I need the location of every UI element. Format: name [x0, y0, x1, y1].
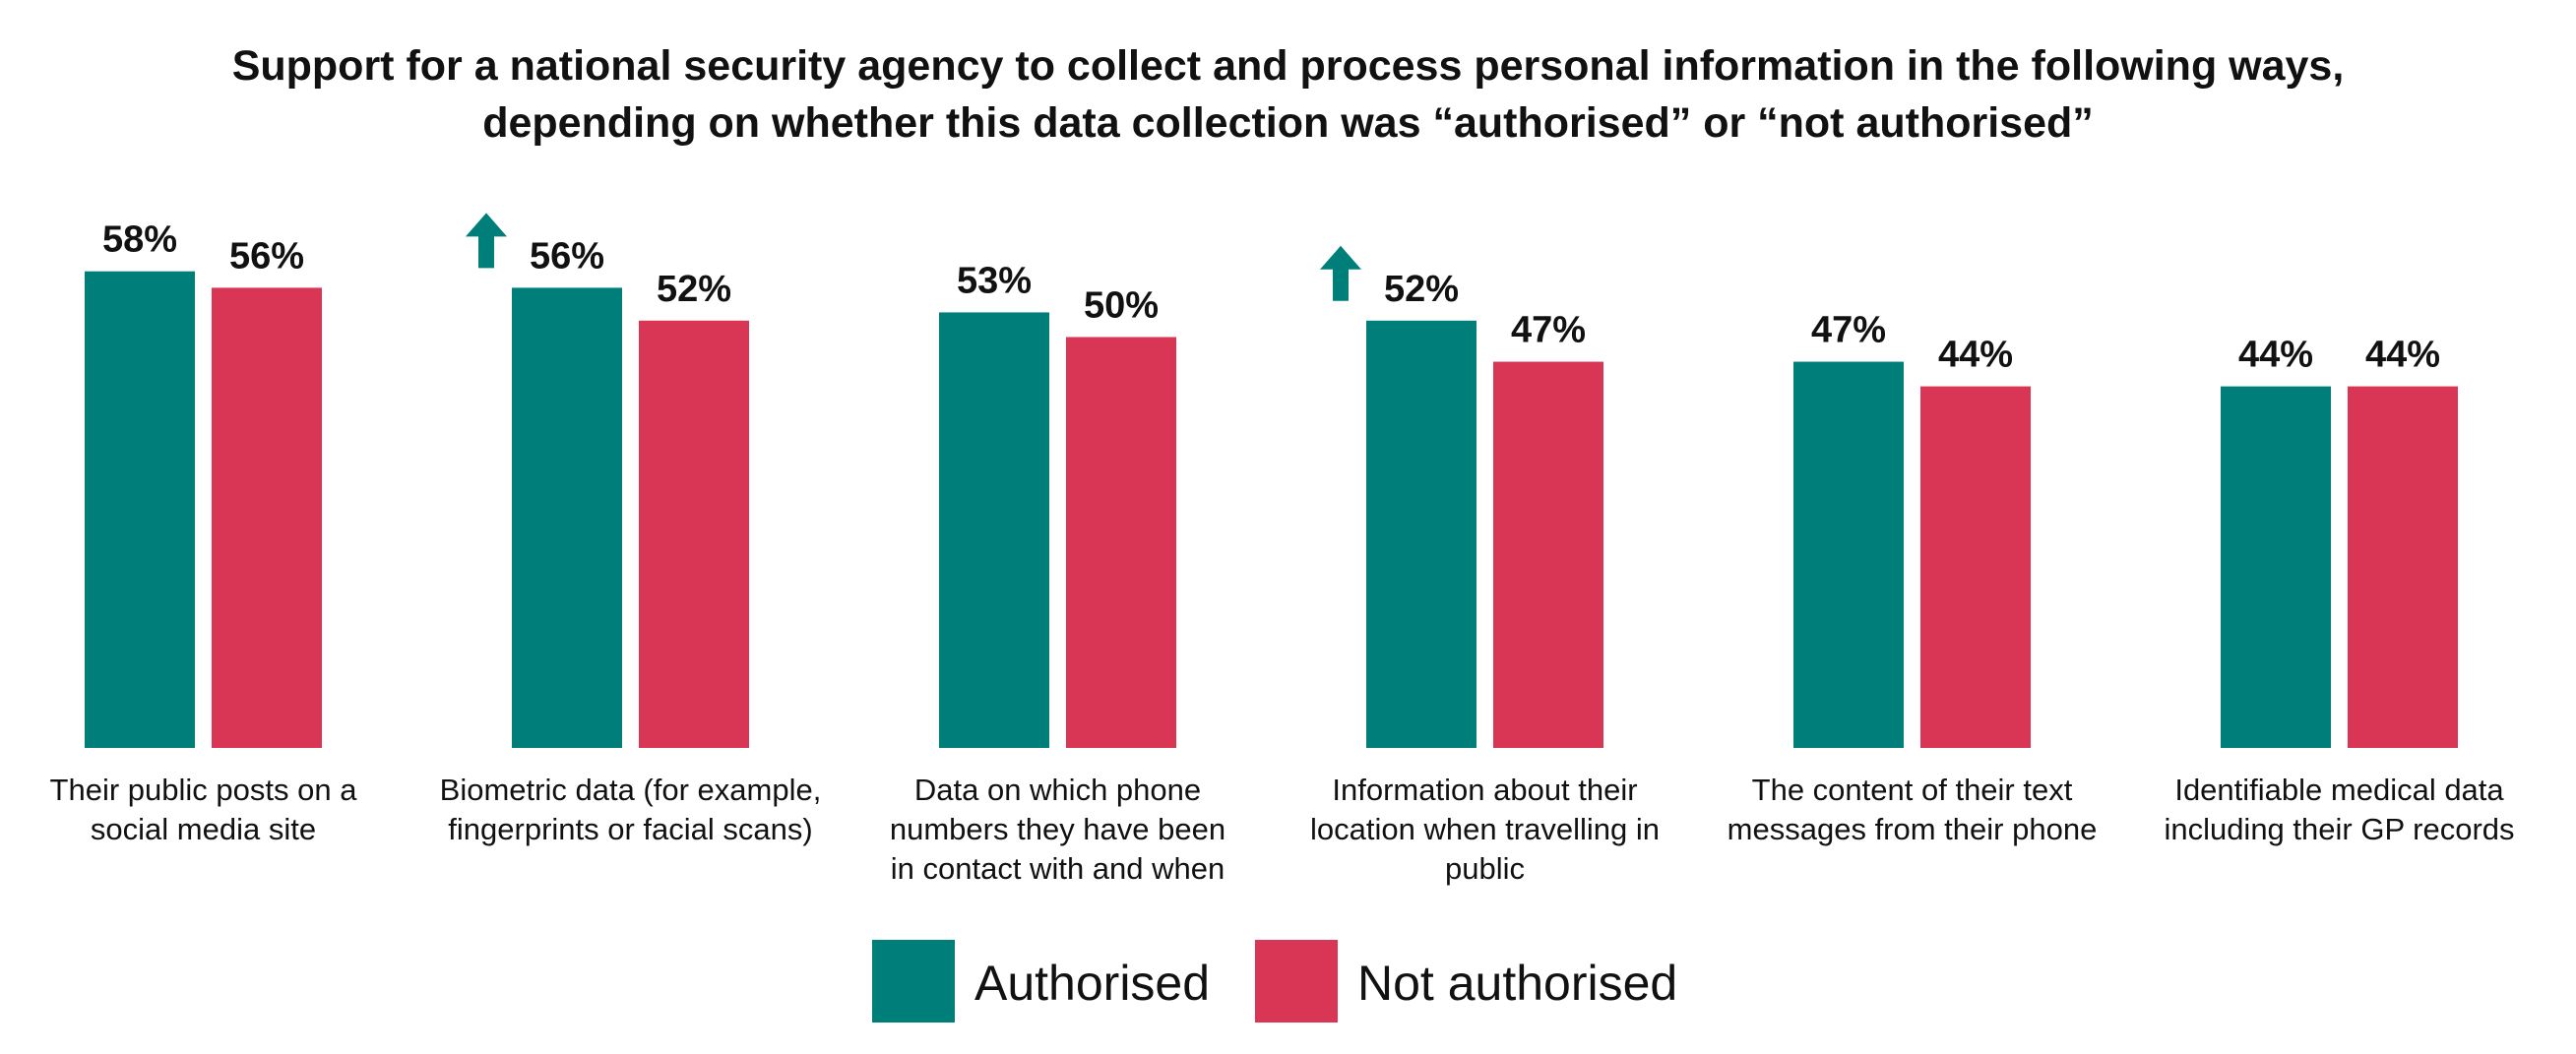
bar-authorised [1366, 320, 1476, 748]
bar-authorised [2221, 386, 2331, 748]
legend-label-not-authorised: Not authorised [1357, 956, 1678, 1011]
category-label-line: in contact with and when [890, 851, 1225, 886]
bar-authorised [1793, 361, 1904, 748]
category-label-line: The content of their text [1751, 773, 2073, 807]
category-label: Information about their location when tra… [1284, 771, 1687, 889]
data-label-authorised: 56% [530, 235, 604, 277]
chart-title-line-2: depending on whether this data collectio… [482, 99, 2094, 147]
legend-swatch-not-authorised [1255, 940, 1338, 1023]
increase-arrow-icon [1320, 245, 1361, 301]
category-label-line: numbers they have been [889, 812, 1226, 846]
bar-authorised [939, 312, 1049, 748]
bar-authorised [512, 287, 622, 748]
category-label-line: Data on which phone [913, 773, 1202, 807]
bar-authorised [85, 271, 195, 748]
chart-title-line-1: Support for a national security agency t… [231, 42, 2345, 90]
bar-group: 47% 44% [1793, 310, 2031, 748]
category-label: Their public posts on a social media site [2, 771, 406, 849]
data-label-not-authorised: 44% [2365, 335, 2440, 376]
bar-group: 44% 44% [2221, 335, 2458, 748]
legend-label-authorised: Authorised [974, 956, 1211, 1011]
category-label-line: fingerprints or facial scans) [448, 812, 813, 846]
category-label-line: location when travelling in [1310, 812, 1660, 846]
data-label-authorised: 58% [102, 219, 177, 261]
bar-group: 52% 47% [1320, 245, 1603, 748]
bar-group: 56% 52% [466, 213, 749, 748]
category-label: Biometric data (for example, fingerprints… [429, 771, 833, 849]
data-label-authorised: 52% [1384, 269, 1459, 310]
bar-not-authorised [639, 320, 749, 748]
category-label: Identifiable medical data including their… [2138, 771, 2542, 849]
legend-swatch-authorised [872, 940, 955, 1023]
bar-not-authorised [1493, 361, 1603, 748]
legend: Authorised Not authorised [0, 940, 2576, 1024]
bar-not-authorised [1920, 386, 2031, 748]
category-label-line: Identifiable medical data [2174, 773, 2504, 807]
category-label-line: social media site [90, 812, 317, 846]
category-label-line: Biometric data (for example, [439, 773, 822, 807]
bar-not-authorised [212, 287, 322, 748]
data-label-authorised: 53% [957, 260, 1032, 301]
category-label-line: public [1445, 851, 1525, 886]
category-label-line: messages from their phone [1727, 812, 2098, 846]
data-label-not-authorised: 44% [1938, 335, 2013, 376]
bar-group: 53% 50% [939, 260, 1176, 748]
bar-not-authorised [2348, 386, 2458, 748]
data-label-authorised: 44% [2238, 335, 2313, 376]
category-label: The content of their text messages from t… [1711, 771, 2114, 849]
data-label-not-authorised: 47% [1511, 310, 1586, 351]
data-label-not-authorised: 56% [229, 235, 304, 277]
increase-arrow-icon [466, 213, 507, 269]
bar-not-authorised [1066, 337, 1176, 748]
chart-title: Support for a national security agency t… [0, 37, 2576, 152]
category-label-line: including their GP records [2164, 812, 2515, 846]
category-label-line: Their public posts on a [49, 773, 357, 807]
bar-group: 58% 56% [85, 219, 322, 748]
data-label-authorised: 47% [1811, 310, 1886, 351]
data-label-not-authorised: 52% [657, 269, 731, 310]
category-label: Data on which phone numbers they have bee… [856, 771, 1260, 889]
data-label-not-authorised: 50% [1084, 285, 1159, 327]
category-label-line: Information about their [1332, 773, 1638, 807]
